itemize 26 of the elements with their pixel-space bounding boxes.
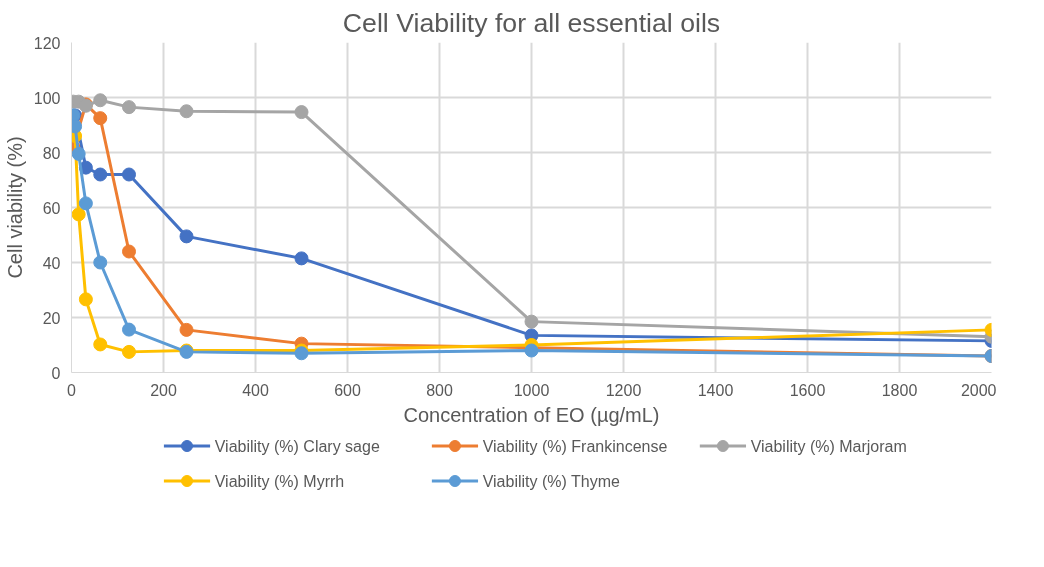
chart-title: Cell Viability for all essential oils (342, 7, 721, 38)
x-tick-label: 1000 (513, 381, 550, 399)
x-tick-label: 0 (67, 381, 77, 399)
x-tick-label: 1400 (697, 381, 734, 399)
x-tick-label: 200 (150, 381, 177, 399)
x-tick-label: 600 (334, 381, 361, 399)
y-tick-label: 100 (33, 89, 61, 107)
x-tick-label: 1800 (881, 381, 918, 399)
y-axis-title: Cell viability (%) (3, 136, 26, 279)
legend-label: Viability (%) Marjoram (750, 437, 907, 455)
y-tick-label: 20 (42, 309, 61, 327)
y-tick-label: 120 (33, 34, 61, 52)
legend-label: Viability (%) Frankincense (482, 437, 668, 455)
legend-label: Viability (%) Myrrh (214, 472, 345, 490)
legend-label: Viability (%) Thyme (482, 472, 621, 490)
x-tick-label: 800 (426, 381, 453, 399)
y-tick-label: 80 (42, 144, 61, 162)
x-tick-label: 1600 (789, 381, 826, 399)
x-tick-label: 400 (242, 381, 269, 399)
y-tick-label: 0 (51, 364, 61, 382)
legend-label: Viability (%) Clary sage (214, 437, 380, 455)
x-axis-title: Concentration of EO (µg/mL) (403, 403, 660, 426)
y-tick-label: 40 (42, 254, 61, 272)
y-tick-label: 60 (42, 199, 61, 217)
x-tick-label: 2000 (960, 381, 997, 399)
x-tick-label: 1200 (605, 381, 642, 399)
